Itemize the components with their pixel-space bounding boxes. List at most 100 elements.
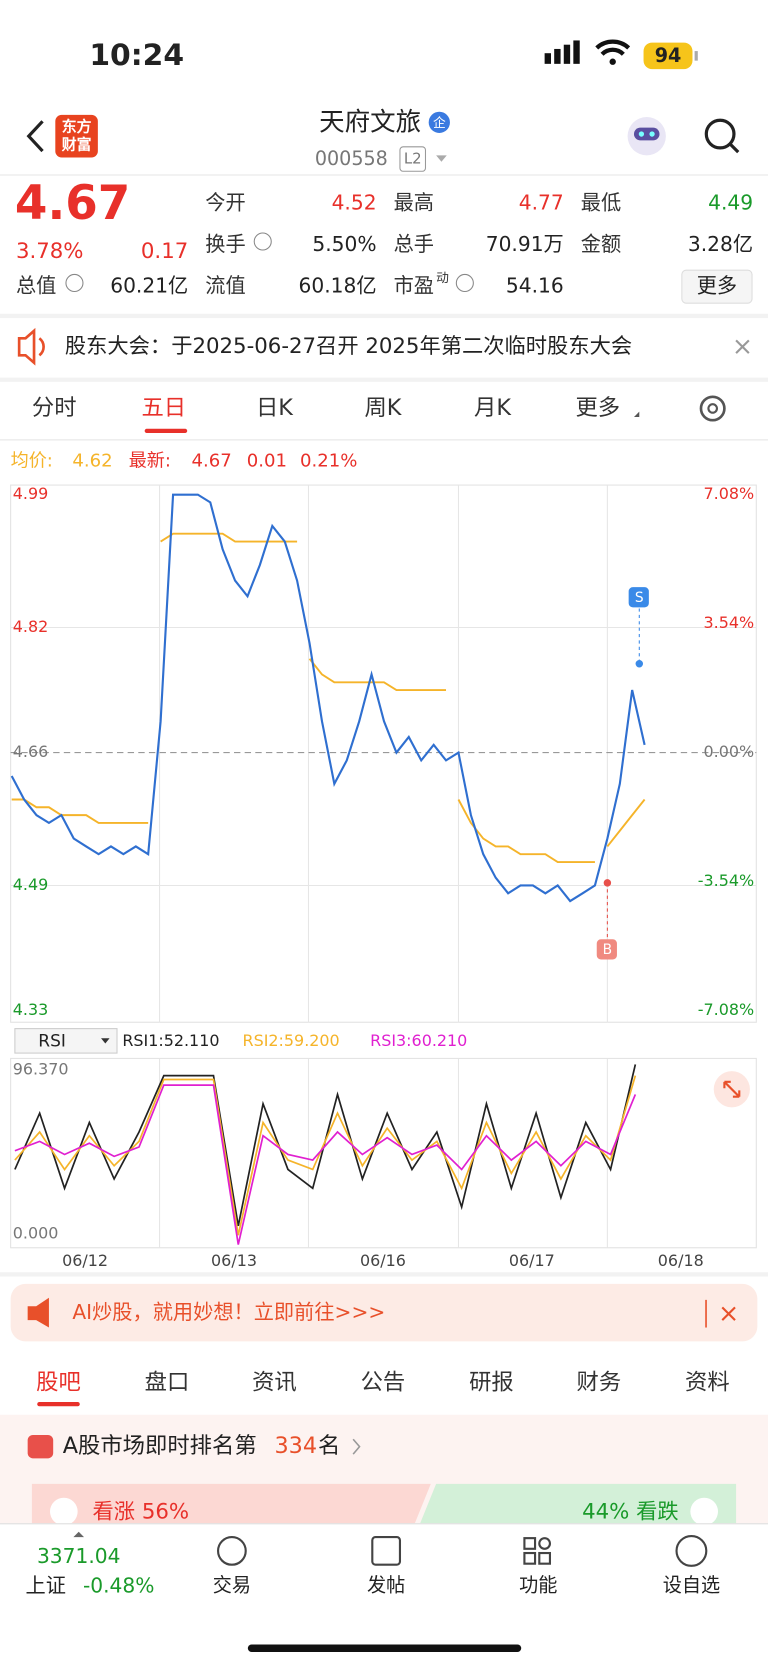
bear-bar[interactable] [420, 1483, 737, 1524]
buy-dot [603, 879, 612, 887]
buy-text: B [603, 942, 612, 958]
tab[interactable]: 更多 [575, 395, 620, 421]
series-line [14, 1084, 637, 1245]
y-tick-label: 4.33 [13, 1000, 49, 1019]
more-label: 更多 [697, 274, 737, 298]
series-line [457, 799, 595, 864]
x-tick-label: 06/13 [211, 1251, 257, 1270]
assistant[interactable] [627, 117, 666, 156]
tab[interactable]: 资讯 [252, 1369, 297, 1395]
rsi-frame [10, 1057, 757, 1249]
tab[interactable]: 资料 [685, 1369, 730, 1395]
tab[interactable]: 月K [474, 395, 512, 421]
tab[interactable]: 公告 [361, 1369, 406, 1395]
price-chart: 4.99 4.82 4.66 4.49 4.33 7.08% 3.54% 0.00% -3.54… [10, 484, 757, 1023]
x-tick-label: 06/12 [62, 1251, 108, 1270]
field-label: 最低 [581, 191, 621, 215]
tab-arrow [633, 411, 640, 417]
series-line [160, 532, 298, 543]
badge-text: 企 [433, 115, 446, 131]
x-tick-label: 06/18 [658, 1251, 704, 1270]
series-line [14, 1075, 637, 1236]
rsi-legend-item: RSI2:59.200 [243, 1031, 340, 1050]
x-tick-label: 06/16 [360, 1251, 406, 1270]
notice[interactable]: 股东大会：于2025-06-27召开 2025年第二次临时股东大会 [65, 334, 632, 359]
tab[interactable]: 研报 [469, 1369, 514, 1395]
bull-text: 看涨 56% [93, 1500, 190, 1525]
period-tabs: 分时 五日 日K 周K 月K 更多 [32, 395, 620, 421]
rank-prefix: A股市场即时排名第 [63, 1433, 257, 1459]
band [0, 1272, 768, 1277]
nav-label[interactable]: 发帖 [367, 1574, 405, 1597]
tab[interactable]: 股吧 [36, 1369, 81, 1395]
more-button[interactable] [681, 269, 753, 304]
chevron [352, 1438, 361, 1455]
stock-code: 000558 [315, 147, 388, 170]
back[interactable] [26, 120, 44, 153]
home-indicator [247, 1644, 522, 1652]
sell-text: S [635, 590, 644, 606]
nav-label[interactable]: 交易 [213, 1574, 251, 1597]
field-label: 最高 [394, 191, 434, 215]
y-tick-label: 4.66 [13, 742, 49, 761]
field-value: 60.21亿 [110, 274, 188, 298]
divider [0, 1523, 768, 1525]
tab[interactable]: 财务 [577, 1369, 622, 1395]
field-value: 5.50% [312, 232, 376, 256]
rank-suffix: 名 [318, 1433, 340, 1459]
close[interactable] [735, 339, 750, 354]
info-tabs: 股吧 盘口 资讯 公告 研报 财务 资料 [36, 1369, 730, 1395]
tab-underline [37, 1401, 80, 1407]
y2-tick-label: 3.54% [704, 613, 755, 632]
y-tick-label: 0.000 [13, 1223, 59, 1242]
status-time: 10:24 [89, 38, 184, 73]
tab-underline [144, 428, 188, 433]
y-tick-label: 4.99 [13, 484, 49, 503]
ad-banner[interactable] [10, 1283, 758, 1342]
expand[interactable] [713, 1071, 750, 1108]
bear-text: 44% 看跌 [582, 1500, 679, 1525]
rsi-legend: RSI1:52.110 RSI2:59.200 RSI3:60.210 [122, 1031, 467, 1050]
dropdown[interactable] [436, 155, 447, 162]
tab[interactable]: 五日 [141, 395, 186, 421]
field-label: 流值 [205, 274, 245, 298]
index-arrow [73, 1531, 85, 1538]
logo[interactable] [55, 114, 98, 158]
field-value: 4.49 [708, 191, 753, 215]
index-name: 上证 [26, 1574, 66, 1598]
nav-label[interactable]: 设自选 [663, 1574, 720, 1597]
field-value: 4.52 [332, 191, 377, 215]
rsi-select[interactable] [14, 1028, 118, 1054]
y-tick-label: 96.370 [13, 1060, 69, 1079]
legend-avg-label: 均价: [11, 451, 53, 472]
legend-last-label: 最新: [129, 451, 171, 472]
tab[interactable]: 盘口 [145, 1369, 190, 1395]
y2-tick-label: -3.54% [698, 871, 754, 890]
logo-text: 财富 [62, 136, 92, 154]
ad-icon [27, 1297, 49, 1328]
band [0, 377, 768, 382]
tab[interactable]: 周K [364, 395, 402, 421]
speaker-icon [17, 327, 45, 366]
rank-icon [27, 1434, 54, 1459]
nav-labels: 交易 发帖 功能 设自选 [213, 1574, 720, 1597]
settings[interactable] [699, 395, 726, 422]
tab[interactable]: 分时 [32, 395, 77, 421]
search[interactable] [704, 118, 740, 154]
field-label: 今开 [205, 191, 245, 215]
legend-avg: 4.62 [72, 451, 112, 472]
field-label: 总手 [394, 232, 434, 256]
quote-fields: 今开 4.52 最高 4.77 最低 4.49 换手 5.50% 总手 70.91万 金额 3.28亿… [16, 191, 753, 298]
bull-bar[interactable] [31, 1483, 431, 1524]
nav-label[interactable]: 功能 [519, 1574, 557, 1597]
index-value[interactable]: 3371.04 [37, 1544, 121, 1568]
y-tick-label: 4.82 [13, 617, 49, 636]
field-sup: 动 [436, 271, 449, 286]
tab[interactable]: 日K [256, 395, 294, 421]
sell-dot [635, 660, 644, 668]
field-label: 金额 [581, 232, 621, 256]
status-icons [544, 39, 698, 70]
ad-close[interactable] [721, 1306, 736, 1321]
